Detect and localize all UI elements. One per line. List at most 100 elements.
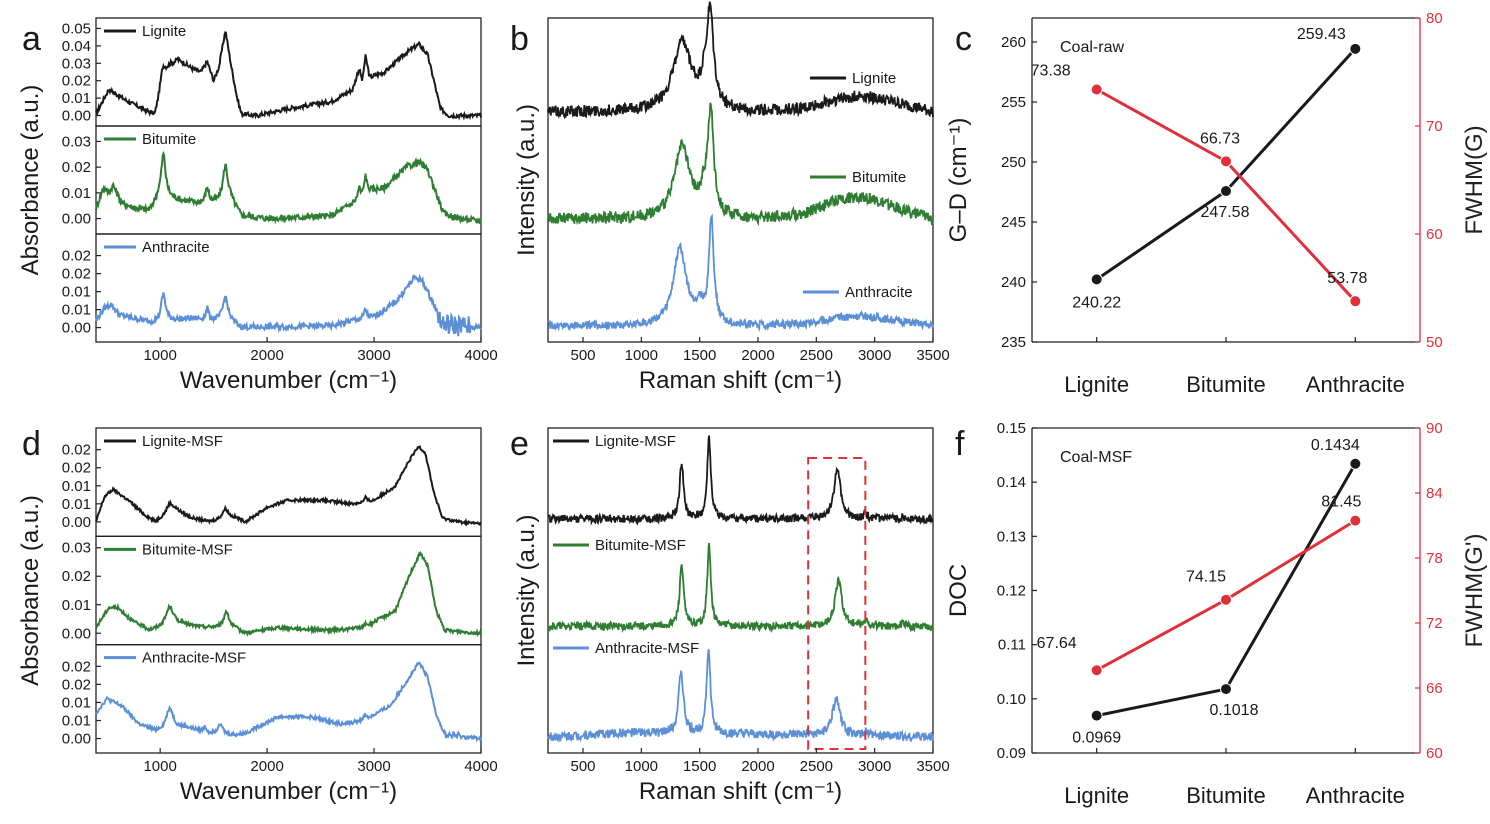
x-tick-label: 2000 xyxy=(741,758,774,775)
panel-letter-f: f xyxy=(955,425,965,463)
y-tick-label: 0.01 xyxy=(62,284,91,301)
x-axis-title: Raman shift (cm⁻¹) xyxy=(639,367,842,394)
series-point-red xyxy=(1090,664,1103,677)
data-label: 74.15 xyxy=(1186,569,1226,586)
y-tick-label: 0.01 xyxy=(62,185,91,202)
y-tick-label: 240 xyxy=(1001,274,1026,291)
spectrum-line-lignite xyxy=(95,444,482,527)
y-axis-title: Absorbance (a.u.) xyxy=(17,85,44,276)
y-tick-label: 0.01 xyxy=(62,713,91,730)
x-tick-label: 2000 xyxy=(741,347,774,364)
series-point-red xyxy=(1090,83,1103,96)
x-tick-label: 1000 xyxy=(143,758,176,775)
x-tick-label: 3500 xyxy=(916,347,949,364)
y2-tick-label: 50 xyxy=(1426,334,1443,351)
data-label: 0.0969 xyxy=(1072,730,1121,747)
y-tick-label: 0.01 xyxy=(62,496,91,513)
x-tick-label: 1000 xyxy=(143,347,176,364)
spectrum-line-bitumite xyxy=(547,542,934,634)
y-tick-label: 260 xyxy=(1001,34,1026,51)
category-label: Anthracite xyxy=(1306,372,1405,397)
spectrum-line-bitumite xyxy=(547,102,934,227)
x-tick-label: 2500 xyxy=(800,347,833,364)
y-tick-label: 0.15 xyxy=(997,420,1026,437)
x-tick-label: 3000 xyxy=(357,347,390,364)
y2-tick-label: 80 xyxy=(1426,10,1443,27)
y-tick-label: 245 xyxy=(1001,214,1026,231)
series-line-lignite xyxy=(1096,462,1357,718)
y-tick-label: 0.00 xyxy=(62,211,91,228)
spectrum-line-anthracite xyxy=(547,649,934,743)
series-point-red xyxy=(1349,295,1362,308)
x-tick-label: 1000 xyxy=(625,347,658,364)
spectrum-line-anthracite xyxy=(95,661,482,744)
category-label: Bitumite xyxy=(1186,783,1265,808)
legend-label-bitumite: Bitumite xyxy=(142,131,196,148)
category-label: Bitumite xyxy=(1186,372,1265,397)
y2-tick-label: 72 xyxy=(1426,615,1443,632)
y-tick-label: 0.10 xyxy=(997,691,1026,708)
chart-d: 0.000.010.010.020.02Lignite-MSF0.000.010… xyxy=(17,427,498,805)
data-label: 0.1434 xyxy=(1311,437,1360,454)
chart-d-subplot-2-frame xyxy=(95,644,482,754)
data-label: 0.1018 xyxy=(1210,702,1259,719)
x-tick-label: 500 xyxy=(570,347,595,364)
y-tick-label: 0.05 xyxy=(62,20,91,37)
legend-label-lignite: Lignite xyxy=(852,70,896,87)
y-axis-title: Intensity (a.u.) xyxy=(513,514,540,666)
data-label: 66.73 xyxy=(1200,130,1240,147)
y-tick-label: 0.02 xyxy=(62,159,91,176)
spectrum-line-lignite xyxy=(95,30,482,121)
legend-label-lignite: Lignite xyxy=(142,23,186,40)
chart-e-frame xyxy=(547,427,934,754)
y2-axis-title: FWHM(G') xyxy=(1461,534,1488,648)
series-point-red xyxy=(1220,155,1232,168)
y2-tick-label: 78 xyxy=(1426,550,1443,567)
x-axis-title: Raman shift (cm⁻¹) xyxy=(639,778,842,805)
y-tick-label: 0.02 xyxy=(62,676,91,693)
y2-tick-label: 66 xyxy=(1426,680,1443,697)
x-tick-label: 2000 xyxy=(250,347,283,364)
y-tick-label: 0.00 xyxy=(62,108,91,125)
spectrum-line-lignite xyxy=(547,1,934,120)
series-point-red xyxy=(1349,514,1362,527)
chart-inset-title: Coal-MSF xyxy=(1060,449,1132,466)
x-axis-title: Wavenumber (cm⁻¹) xyxy=(180,778,397,805)
spectrum-line-lignite xyxy=(547,435,934,526)
y-tick-label: 0.04 xyxy=(62,38,91,55)
series-point-lignite xyxy=(1090,709,1103,722)
series-point-lignite xyxy=(1349,457,1362,470)
x-tick-label: 2000 xyxy=(250,758,283,775)
panel-letter-a: a xyxy=(22,20,41,58)
x-tick-label: 500 xyxy=(570,758,595,775)
y-tick-label: 0.11 xyxy=(998,637,1026,654)
y-tick-label: 0.02 xyxy=(62,568,91,585)
y2-tick-label: 60 xyxy=(1426,226,1443,243)
chart-f: 0.09 0.10 0.11 0.12 0.13 0.14 0.15 60 66 72 78 84 90… xyxy=(945,420,1488,808)
panel-letter-d: d xyxy=(22,425,41,463)
panel-letter-c: c xyxy=(955,20,972,58)
y-tick-label: 0.03 xyxy=(62,55,91,72)
y-tick-label: 0.00 xyxy=(62,625,91,642)
chart-a-subplot-2-frame xyxy=(95,233,482,343)
x-tick-label: 3000 xyxy=(858,758,891,775)
x-tick-label: 1500 xyxy=(683,758,716,775)
panel-letter-b: b xyxy=(510,20,529,58)
spectrum-line-bitumite xyxy=(95,550,482,637)
x-tick-label: 3000 xyxy=(858,347,891,364)
y-tick-label: 0.01 xyxy=(62,597,91,614)
chart-c: 235 240 245 250 255 260 50 60 70 80 Lignite Bitumit… xyxy=(945,10,1488,397)
y-tick-label: 0.03 xyxy=(62,133,91,150)
x-tick-label: 3000 xyxy=(357,758,390,775)
y-tick-label: 0.02 xyxy=(62,442,91,459)
legend-label-anthracite: Anthracite-MSF xyxy=(595,640,699,657)
spectrum-line-anthracite xyxy=(95,273,482,337)
x-tick-label: 2500 xyxy=(800,758,833,775)
x-tick-label: 4000 xyxy=(464,758,497,775)
spectrum-line-anthracite xyxy=(547,213,934,332)
y-tick-label: 0.01 xyxy=(62,302,91,319)
x-tick-label: 3500 xyxy=(916,758,949,775)
category-label: Lignite xyxy=(1064,783,1129,808)
data-label: 67.64 xyxy=(1037,635,1077,652)
legend-label-bitumite: Bitumite xyxy=(852,169,906,186)
